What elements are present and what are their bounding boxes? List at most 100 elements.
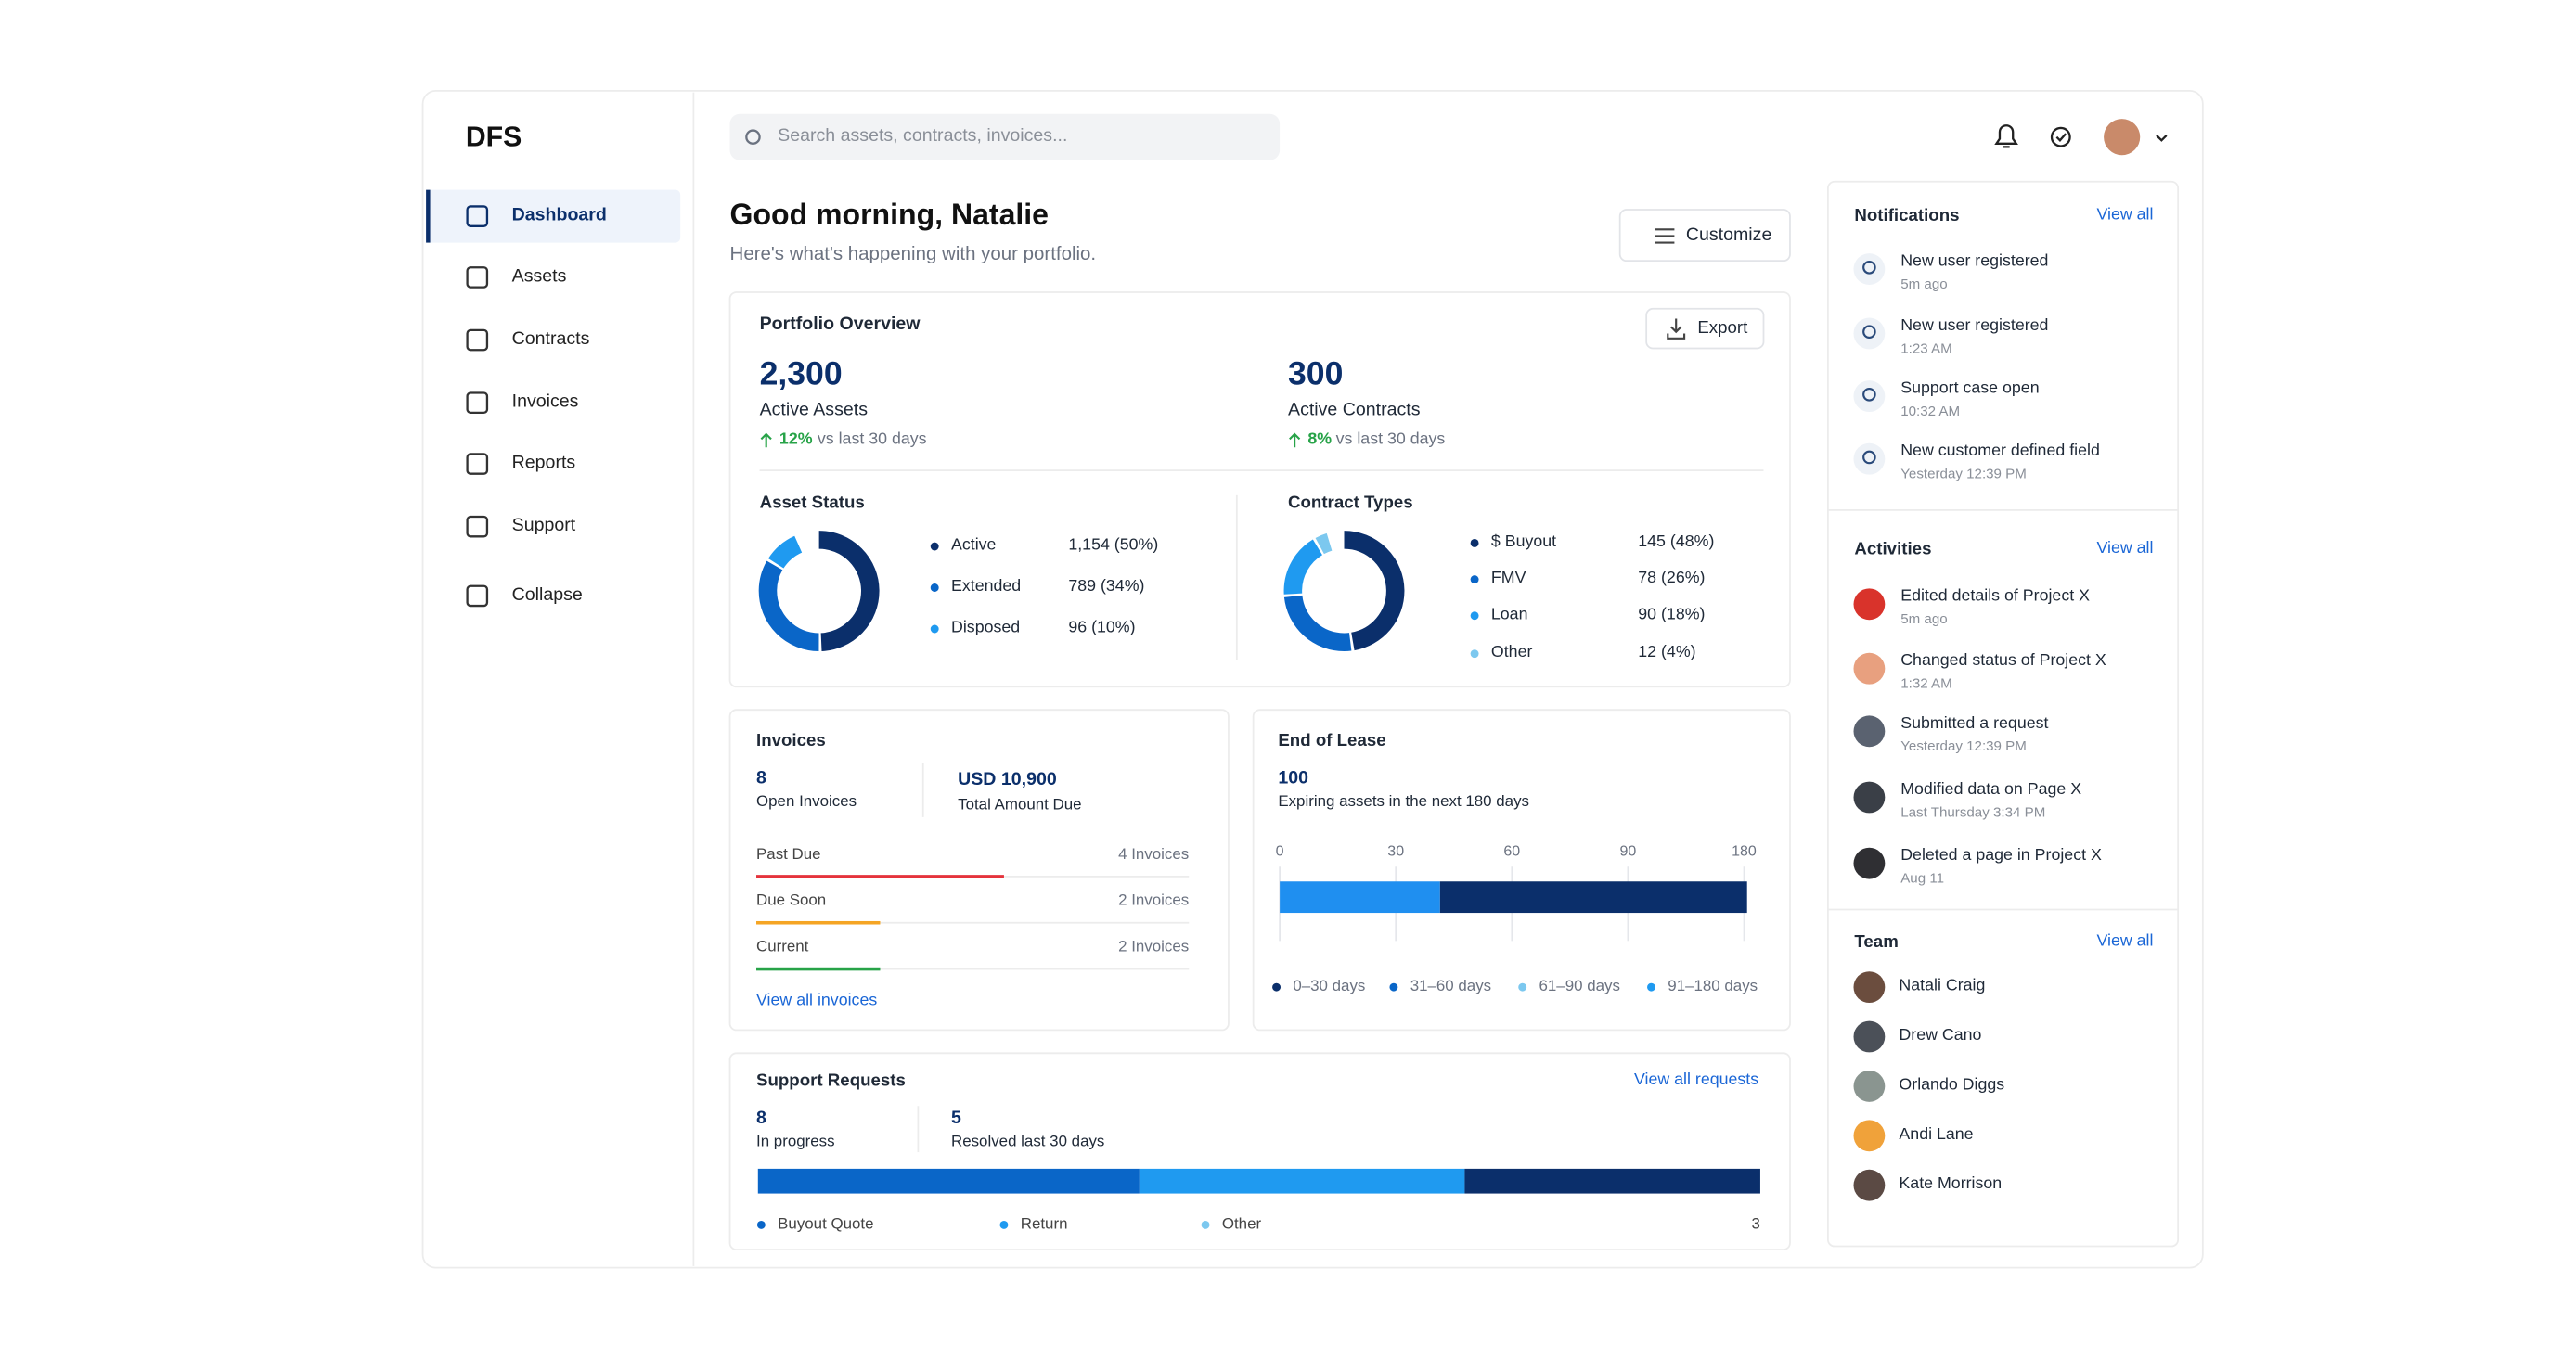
notification-icon bbox=[1853, 380, 1886, 412]
bell-icon[interactable] bbox=[1994, 124, 2018, 148]
legend-label: Return bbox=[1020, 1215, 1068, 1234]
section-title: Asset Status bbox=[759, 493, 865, 513]
legend-label: 61–90 days bbox=[1539, 977, 1620, 996]
stat-label: In progress bbox=[756, 1133, 835, 1151]
active-indicator bbox=[426, 189, 431, 243]
nav-icon bbox=[466, 453, 489, 475]
tick-label: 90 bbox=[1619, 842, 1637, 860]
invoice-bar bbox=[756, 967, 881, 971]
legend-label: FMV bbox=[1490, 569, 1526, 588]
item-time: Last Thursday 3:34 PM bbox=[1900, 803, 2046, 820]
legend-value: 145 (48%) bbox=[1638, 532, 1715, 552]
donut-segment bbox=[1283, 531, 1405, 652]
stat-value: 8 bbox=[756, 1108, 766, 1129]
user-avatar[interactable] bbox=[2104, 119, 2141, 156]
tick-label: 180 bbox=[1732, 842, 1757, 860]
legend-dot bbox=[1518, 982, 1527, 992]
row-label: Current bbox=[756, 938, 809, 956]
item-time: Yesterday 12:39 PM bbox=[1900, 465, 2027, 482]
legend-dot bbox=[1389, 982, 1398, 992]
item-text: New user registered bbox=[1900, 316, 2049, 336]
item-text: Submitted a request bbox=[1900, 714, 2049, 734]
legend-value: 1,154 (50%) bbox=[1068, 536, 1159, 555]
portfolio-card bbox=[728, 291, 1791, 688]
greeting-subtitle: Here's what's happening with your portfo… bbox=[729, 244, 1097, 265]
row-label: Past Due bbox=[756, 845, 821, 865]
legend-label: 91–180 days bbox=[1668, 977, 1758, 996]
kpi-note: vs last 30 days bbox=[817, 430, 927, 450]
nav-item[interactable]: Assets bbox=[511, 266, 567, 287]
avatar bbox=[1853, 847, 1886, 879]
legend-value: 96 (10%) bbox=[1068, 619, 1136, 637]
stat-label: Total Amount Due bbox=[958, 796, 1082, 814]
avatar bbox=[1853, 1169, 1886, 1201]
nav-icon bbox=[466, 584, 489, 608]
nav-item[interactable]: Invoices bbox=[511, 391, 579, 412]
legend-dot bbox=[1470, 611, 1479, 621]
legend-label: 0–30 days bbox=[1293, 977, 1366, 996]
row-count: 4 Invoices bbox=[1118, 845, 1190, 865]
legend-label: Buyout Quote bbox=[778, 1215, 874, 1234]
kpi-change: 8% bbox=[1307, 430, 1333, 450]
nav-item[interactable]: Support bbox=[511, 516, 576, 536]
nav-item[interactable]: Reports bbox=[511, 453, 576, 473]
link[interactable]: View all bbox=[2096, 932, 2154, 951]
nav-item[interactable]: Contracts bbox=[511, 329, 590, 350]
nav-item[interactable]: Collapse bbox=[511, 584, 583, 606]
support-bar-segment bbox=[1139, 1168, 1465, 1194]
legend-value: 78 (26%) bbox=[1638, 569, 1706, 588]
stat-value: 5 bbox=[950, 1108, 961, 1129]
donut-segment bbox=[1283, 531, 1405, 652]
team-member: Natali Craig bbox=[1899, 977, 1986, 996]
stat-value: 8 bbox=[756, 768, 766, 789]
team-member: Andi Lane bbox=[1899, 1125, 1974, 1145]
button-label[interactable]: Export bbox=[1697, 317, 1748, 339]
nav-item[interactable]: Dashboard bbox=[511, 205, 607, 225]
search-box[interactable] bbox=[729, 113, 1281, 160]
item-text: New user registered bbox=[1900, 252, 2049, 271]
item-time: 10:32 AM bbox=[1900, 402, 1961, 419]
icon-glyph bbox=[1862, 325, 1876, 339]
support-bar-segment bbox=[757, 1168, 1140, 1194]
button-label[interactable]: Customize bbox=[1685, 224, 1772, 246]
avatar bbox=[1853, 588, 1886, 621]
link[interactable]: View all requests bbox=[1633, 1071, 1759, 1090]
customize-button[interactable] bbox=[1618, 209, 1791, 263]
legend-dot bbox=[1470, 649, 1479, 659]
item-time: Aug 11 bbox=[1900, 869, 1945, 887]
stat-label: Resolved last 30 days bbox=[950, 1133, 1105, 1151]
link[interactable]: View all bbox=[2096, 206, 2154, 225]
kpi-value: 300 bbox=[1288, 356, 1344, 393]
nav-icon bbox=[466, 515, 489, 538]
check-icon[interactable] bbox=[2050, 126, 2071, 147]
avatar bbox=[1853, 1120, 1886, 1152]
support-card bbox=[728, 1052, 1791, 1250]
up-arrow bbox=[1289, 432, 1301, 448]
support-bar-segment bbox=[1464, 1168, 1760, 1194]
link[interactable]: View all invoices bbox=[756, 992, 878, 1011]
kpi-change: 12% bbox=[779, 430, 813, 450]
legend-dot bbox=[1272, 982, 1282, 992]
search-icon bbox=[745, 129, 761, 145]
item-text: Deleted a page in Project X bbox=[1900, 846, 2102, 866]
section-title: Team bbox=[1854, 931, 1899, 953]
link[interactable]: View all bbox=[2096, 539, 2154, 558]
lease-bar-segment bbox=[1439, 881, 1747, 914]
search-placeholder[interactable]: Search assets, contracts, invoices... bbox=[778, 126, 1068, 147]
legend-dot bbox=[1201, 1220, 1210, 1229]
active-nav bbox=[426, 189, 681, 243]
invoices-card bbox=[728, 709, 1230, 1032]
user-menu-chevron[interactable] bbox=[2156, 135, 2168, 142]
stat-value: 100 bbox=[1278, 768, 1309, 789]
legend-dot bbox=[930, 624, 939, 634]
legend-value: 90 (18%) bbox=[1638, 606, 1706, 624]
up-arrow bbox=[760, 432, 772, 448]
customize-icon bbox=[1655, 228, 1675, 244]
nav-icon bbox=[466, 391, 489, 415]
export-icon bbox=[1667, 318, 1686, 340]
icon-glyph bbox=[1862, 260, 1876, 275]
section-title: Notifications bbox=[1854, 205, 1960, 226]
item-text: Support case open bbox=[1900, 379, 2040, 398]
avatar bbox=[1853, 1020, 1886, 1053]
